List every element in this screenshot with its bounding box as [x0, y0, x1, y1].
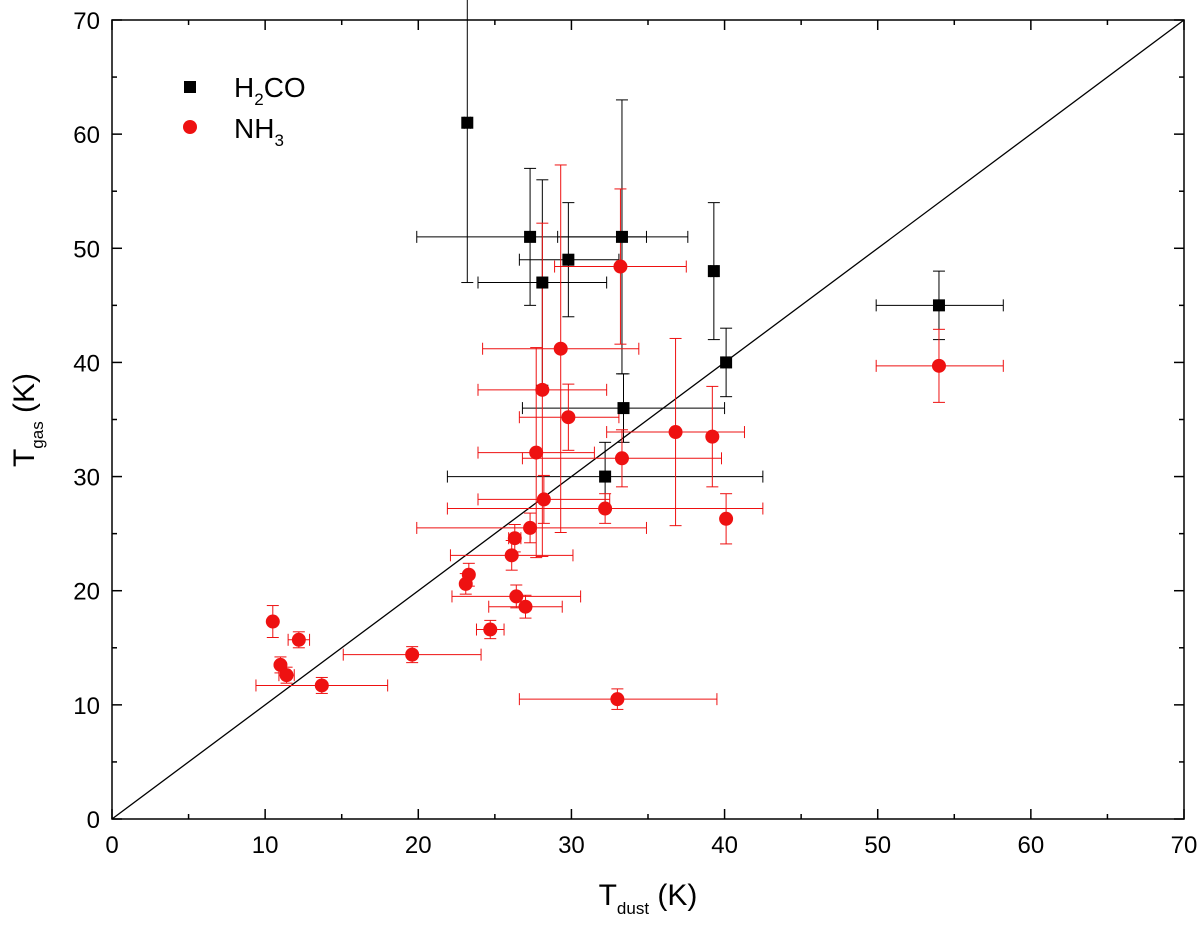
h2co-point-5 — [707, 265, 720, 278]
legend-label-h2co: H2CO — [234, 72, 306, 109]
y-tick-label: 40 — [73, 350, 100, 377]
nh3-point-2 — [553, 341, 568, 356]
nh3-point-10 — [598, 501, 613, 516]
y-tick-label: 70 — [73, 8, 100, 35]
legend-marker-h2co — [184, 81, 196, 93]
nh3-point-23 — [273, 657, 288, 672]
x-axis-title-sub: dust — [617, 899, 649, 918]
y-axis-title-main: T — [8, 449, 41, 467]
x-tick-label: 50 — [864, 832, 891, 859]
nh3-point-1 — [931, 358, 946, 373]
nh3-point-7 — [529, 445, 544, 460]
y-axis-title-sub: gas — [28, 421, 47, 448]
y-axis-title: Tgas (K) — [8, 373, 47, 467]
y-axis-title-unit: (K) — [8, 373, 41, 421]
nh3-point-24 — [279, 668, 294, 683]
nh3-point-21 — [291, 632, 306, 647]
x-tick-label: 30 — [558, 832, 585, 859]
h2co-point-9 — [599, 470, 612, 483]
nh3-point-12 — [523, 520, 538, 535]
y-tick-label: 10 — [73, 693, 100, 720]
nh3-point-25 — [314, 678, 329, 693]
nh3-point-6 — [705, 429, 720, 444]
x-tick-label: 20 — [405, 832, 432, 859]
y-tick-label: 60 — [73, 122, 100, 149]
h2co-point-8 — [617, 402, 630, 415]
nh3-point-17 — [509, 589, 524, 604]
nh3-point-11 — [719, 511, 734, 526]
h2co-point-4 — [536, 276, 549, 289]
h2co-point-6 — [932, 299, 945, 312]
axes-layer: 0 10 20 30 40 50 60 70 0 10 20 30 40 50 60 70 — [73, 8, 1197, 859]
y-tick-label: 50 — [73, 236, 100, 263]
nh3-point-13 — [507, 531, 522, 546]
y-tick-label: 30 — [73, 465, 100, 492]
legend-label-h2co-main: H — [234, 72, 254, 103]
nh3-point-18 — [518, 599, 533, 614]
legend: H2CO NH3 — [183, 72, 306, 150]
legend-label-nh3-sub: 3 — [274, 131, 283, 150]
h2co-point-0 — [461, 116, 474, 129]
legend-label-nh3: NH3 — [234, 113, 284, 150]
nh3-point-26 — [610, 692, 625, 707]
x-tick-label: 10 — [252, 832, 279, 859]
y-tick-label: 20 — [73, 579, 100, 606]
x-tick-label: 60 — [1018, 832, 1045, 859]
nh3-point-19 — [483, 622, 498, 637]
x-tick-label: 40 — [711, 832, 738, 859]
y-tick-label: 0 — [87, 807, 100, 834]
h2co-point-2 — [615, 230, 628, 243]
nh3-point-9 — [536, 492, 551, 507]
legend-label-nh3-main: NH — [234, 113, 274, 144]
nh3-point-4 — [561, 410, 576, 425]
legend-marker-nh3 — [183, 120, 197, 134]
nh3-point-5 — [668, 425, 683, 440]
marker-layer — [265, 116, 946, 707]
nh3-point-20 — [265, 614, 280, 629]
x-tick-label: 70 — [1171, 832, 1198, 859]
h2co-point-7 — [720, 356, 733, 369]
h2co-point-3 — [562, 253, 575, 266]
nh3-point-14 — [504, 548, 519, 563]
x-axis-title: Tdust (K) — [599, 879, 698, 918]
nh3-point-8 — [614, 451, 629, 466]
nh3-point-16 — [458, 576, 473, 591]
x-tick-label: 0 — [105, 832, 118, 859]
nh3-point-3 — [535, 382, 550, 397]
nh3-point-22 — [405, 647, 420, 662]
x-axis-title-main: T — [599, 879, 617, 912]
x-axis-title-unit: (K) — [649, 879, 697, 912]
legend-label-h2co-rest: CO — [264, 72, 306, 103]
legend-label-h2co-sub: 2 — [254, 90, 263, 109]
h2co-point-1 — [524, 230, 537, 243]
nh3-point-0 — [613, 259, 628, 274]
